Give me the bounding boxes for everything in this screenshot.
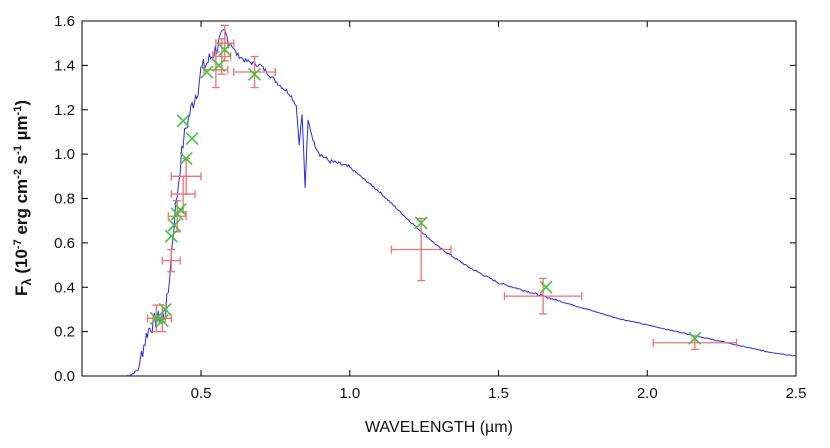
y-tick-label: 0.4: [54, 279, 75, 296]
synthetic-x-stroke: [164, 229, 178, 243]
y-axis-symbol-sub: λ: [19, 278, 34, 286]
spectrum-layer: [126, 29, 797, 377]
synthetic-point: [164, 229, 178, 243]
y-axis-mid2: s: [12, 155, 31, 169]
synthetic-x-stroke: [179, 151, 193, 166]
synthetic-x-stroke: [539, 280, 553, 294]
y-axis-exp2: -2: [12, 169, 24, 179]
synthetic-x-stroke: [185, 132, 199, 146]
y-axis-exp1: -7: [12, 239, 24, 249]
synthetic-point: [167, 218, 181, 232]
y-tick-label: 0.6: [54, 235, 75, 252]
observed-point: [233, 55, 277, 89]
observed-point: [390, 217, 452, 282]
synthetic-x-stroke: [173, 203, 187, 217]
synthetic-point: [173, 203, 187, 217]
y-axis-exp3: -1: [12, 145, 24, 155]
x-tick-label: 2.0: [637, 385, 658, 402]
synthetic-point: [155, 313, 169, 328]
synthetic-x-stroke: [414, 216, 428, 230]
y-axis-symbol: F: [12, 286, 31, 296]
synthetic-point: [158, 302, 172, 317]
synthetic-point: [200, 65, 214, 79]
y-axis-close: ): [12, 100, 31, 106]
synthetic-point: [179, 151, 193, 166]
axis-ticks: 0.5 1.0 1.5 2.0 2.5 0.0 0.2 0.4 0.6 0.8 1.0 1.2 1.4 1…: [54, 13, 806, 402]
synthetic-x-stroke: [200, 65, 214, 79]
y-tick-label: 1.6: [54, 13, 75, 30]
x-tick-label: 2.5: [786, 385, 807, 402]
synthetic-x-stroke: [212, 58, 226, 72]
x-tick-label: 0.5: [191, 385, 212, 402]
synthetic-point: [185, 132, 199, 146]
y-axis-mid1: erg cm: [12, 179, 31, 239]
x-tick-label: 1.0: [339, 385, 360, 402]
synthetic-x-stroke: [167, 218, 181, 232]
synthetic-photometry-layer: [149, 43, 702, 345]
synthetic-point: [414, 216, 428, 230]
synthetic-x-stroke: [688, 331, 702, 345]
synthetic-x-stroke: [158, 302, 172, 317]
y-tick-label: 1.4: [54, 57, 75, 74]
observed-point: [167, 200, 187, 233]
y-tick-label: 1.2: [54, 102, 75, 119]
y-axis-title: Fλ (10-7 erg cm-2 s-1 µm-1): [12, 100, 34, 296]
plot-frame: [81, 20, 797, 377]
synthetic-x-stroke: [155, 313, 169, 328]
synthetic-x-stroke: [176, 114, 190, 128]
x-axis-title: WAVELENGTH (µm): [365, 419, 513, 436]
synthetic-point: [688, 331, 702, 345]
observed-point: [170, 157, 202, 195]
synthetic-point: [247, 67, 262, 81]
synthetic-point: [218, 43, 232, 57]
observed-point: [215, 24, 235, 62]
y-tick-label: 1.0: [54, 146, 75, 163]
synthetic-point: [212, 58, 226, 72]
y-axis-mid3: µm: [12, 115, 31, 145]
synthetic-point: [176, 114, 190, 128]
spectrum-line: [126, 29, 797, 377]
synthetic-x-stroke: [218, 43, 232, 57]
observed-point: [161, 248, 181, 273]
y-axis-exp4: -1: [12, 106, 24, 116]
synthetic-point: [539, 280, 553, 294]
y-tick-label: 0.8: [54, 191, 75, 208]
y-tick-label: 0.2: [54, 324, 75, 341]
x-tick-label: 1.5: [488, 385, 509, 402]
synthetic-x-stroke: [247, 67, 262, 81]
observed-photometry-layer: [146, 24, 738, 351]
y-tick-label: 0.0: [54, 368, 75, 385]
y-axis-open: (10: [12, 249, 31, 278]
